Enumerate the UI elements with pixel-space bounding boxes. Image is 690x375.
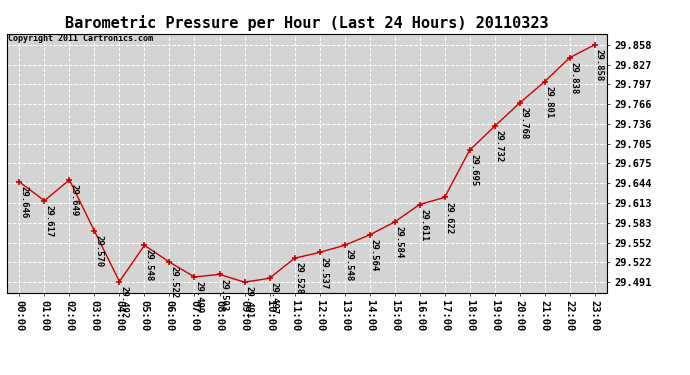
Title: Barometric Pressure per Hour (Last 24 Hours) 20110323: Barometric Pressure per Hour (Last 24 Ho…	[66, 15, 549, 31]
Text: 29.548: 29.548	[344, 249, 353, 282]
Text: 29.503: 29.503	[219, 279, 228, 311]
Text: 29.499: 29.499	[194, 281, 203, 314]
Text: 29.611: 29.611	[420, 209, 428, 241]
Text: 29.649: 29.649	[69, 184, 78, 216]
Text: 29.522: 29.522	[169, 266, 178, 298]
Text: 29.646: 29.646	[19, 186, 28, 218]
Text: 29.492: 29.492	[119, 286, 128, 318]
Text: 29.584: 29.584	[394, 226, 403, 258]
Text: 29.695: 29.695	[469, 154, 478, 187]
Text: 29.570: 29.570	[94, 235, 103, 267]
Text: 29.564: 29.564	[369, 239, 378, 272]
Text: Copyright 2011 Cartronics.com: Copyright 2011 Cartronics.com	[8, 34, 153, 43]
Text: 29.732: 29.732	[494, 130, 503, 163]
Text: 29.768: 29.768	[520, 107, 529, 140]
Text: 29.838: 29.838	[569, 62, 578, 94]
Text: 29.858: 29.858	[594, 49, 603, 81]
Text: 29.801: 29.801	[544, 86, 553, 118]
Text: 29.491: 29.491	[244, 286, 253, 319]
Text: 29.548: 29.548	[144, 249, 153, 282]
Text: 29.622: 29.622	[444, 202, 453, 234]
Text: 29.617: 29.617	[44, 205, 53, 237]
Text: 29.537: 29.537	[319, 256, 328, 289]
Text: 29.497: 29.497	[269, 282, 278, 315]
Text: 29.528: 29.528	[294, 262, 303, 295]
